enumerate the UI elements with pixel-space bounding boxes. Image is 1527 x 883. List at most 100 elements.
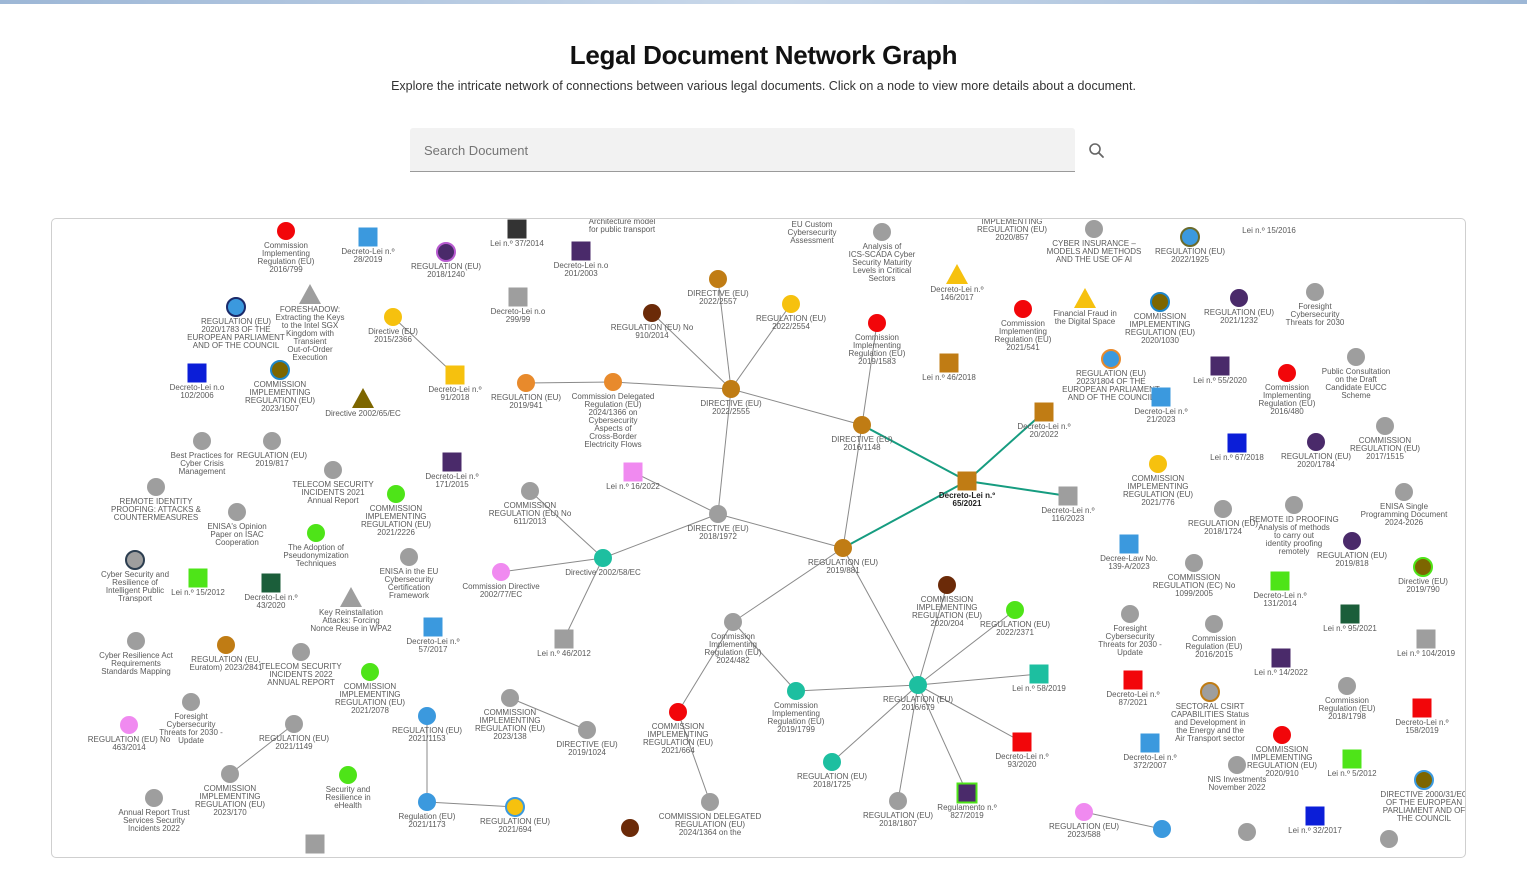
node-square[interactable] [554,629,574,649]
node-square[interactable] [1123,670,1143,690]
node-square[interactable] [187,363,207,383]
node-square[interactable] [1058,486,1078,506]
graph-node[interactable]: Decreto-Lei n.º 65/2021 [939,471,995,509]
node-circle[interactable] [909,676,927,694]
node-circle[interactable] [1413,557,1433,577]
node-circle[interactable] [1380,830,1398,848]
graph-node[interactable]: Lei n.º 46/2012 [537,629,591,659]
node-circle[interactable] [1014,300,1032,318]
graph-node[interactable]: Lei n.º 16/2022 [606,462,660,492]
graph-node[interactable]: REMOTE ID PROOFING Analysis of methods to … [1249,496,1339,556]
graph-node[interactable]: Decreto-Lei n.º 146/2017 [930,264,984,302]
network-graph-canvas[interactable]: Commission Implementing Regulation (EU) 201… [52,219,1465,857]
node-circle[interactable] [492,563,510,581]
node-square[interactable] [507,219,527,239]
graph-node[interactable]: COMMISSION DELEGATED REGULATION (EU) 2024/… [659,793,762,837]
node-circle[interactable] [436,242,456,262]
graph-node[interactable]: Lei n.º 104/2019 [1397,629,1456,659]
graph-node[interactable]: COMMISSION IMPLEMENTING REGULATION (EU) 202… [1247,726,1317,778]
graph-node[interactable]: REGULATION (EU) 2023/1804 OF THE EUROPEAN … [1062,349,1160,402]
graph-node[interactable]: Directive (EU) 2015/2366 [368,308,418,344]
graph-node[interactable]: Public Consultation on the Draft Candidate… [1322,348,1390,400]
graph-node[interactable]: Decreto-Lei n.º 20/2022 [1017,402,1071,440]
node-circle[interactable] [285,715,303,733]
graph-node[interactable]: Commission Directive 2002/77/EC [462,563,540,599]
graph-node[interactable]: DIRECTIVE (EU) 2022/2555 [700,380,762,416]
node-circle[interactable] [709,505,727,523]
graph-node[interactable]: REGULATION (EU) 2021/1149 [259,715,329,751]
node-circle[interactable] [604,373,622,391]
graph-node[interactable]: Decreto-Lei n.º 93/2020 [995,732,1049,770]
graph-node[interactable]: REGULATION (EU) 2020/1784 [1281,433,1351,469]
graph-node[interactable]: COMMISSION IMPLEMENTING REGULATION (EU) 202… [912,576,982,628]
node-circle[interactable] [578,721,596,739]
graph-node[interactable]: Decreto-Lei n.º 171/2015 [425,452,479,490]
graph-node[interactable]: Directive 2002/58/EC [565,549,641,577]
graph-node[interactable]: Commission Implementing Regulation (EU) 201… [258,222,315,274]
graph-node[interactable] [1380,830,1398,848]
node-circle[interactable] [868,314,886,332]
graph-node[interactable]: COMMISSION IMPLEMENTING REGULATION (EU) 202… [361,485,431,537]
graph-node[interactable]: REGULATION (EU) 2019/818 [1317,532,1387,568]
graph-node[interactable]: COMMISSION IMPLEMENTING REGULATION (EU) 202… [643,703,713,755]
node-circle[interactable] [643,304,661,322]
node-circle[interactable] [873,223,891,241]
graph-node[interactable]: REGULATION (EU) 2022/2554 [756,295,826,331]
node-circle[interactable] [1307,433,1325,451]
graph-node[interactable]: TELECOM SECURITY INCIDENTS 2022 ANNUAL REP… [260,643,342,687]
graph-node[interactable]: Decreto-Lei n.o 102/2006 [170,363,225,401]
node-triangle[interactable] [340,587,362,607]
node-circle[interactable] [292,643,310,661]
graph-node[interactable]: DIRECTIVE 2000/31/EC OF THE EUROPEAN PARLI… [1380,770,1465,823]
graph-node[interactable]: Commission Implementing Regulation (EU) 201… [849,314,906,366]
graph-node[interactable]: ENISA Single Programming Document 2024-202… [1361,483,1448,527]
graph-node[interactable]: REGULATION (EU) 2018/1725 [797,753,867,789]
graph-node[interactable]: Decreto-Lei n.º 28/2019 [341,227,395,265]
graph-node[interactable]: COMMISSION IMPLEMENTING REGULATION (EU) 202… [335,663,405,715]
node-circle[interactable] [125,550,145,570]
graph-node[interactable]: COMMISSION IMPLEMENTING REGULATION (EU) 202… [475,689,545,741]
graph-node[interactable]: Lei n.º 5/2012 [1327,749,1377,779]
graph-node[interactable]: Directive 2002/65/EC [325,388,401,418]
node-square[interactable] [261,573,281,593]
node-circle[interactable] [339,766,357,784]
graph-node[interactable]: Lei n.º 32/2017 [1288,806,1342,836]
node-circle[interactable] [787,682,805,700]
graph-node[interactable]: Lei n.º 55/2020 [1193,356,1247,386]
node-circle[interactable] [1149,455,1167,473]
graph-node[interactable]: Decreto-Lei n.º 87/2021 [1106,670,1160,708]
graph-node[interactable]: IMPLEMENTING REGULATION (EU) 2020/857 [977,219,1047,242]
graph-node[interactable]: REGULATION (EU) 2022/2371 [980,601,1050,637]
graph-node[interactable]: ENISA in the EU Cybersecurity Certificatio… [380,548,439,600]
node-square[interactable] [1342,749,1362,769]
graph-node[interactable]: REGULATION (EU) 2019/817 [237,432,307,468]
graph-node[interactable]: Directive (EU) 2019/790 [1398,557,1448,594]
graph-node[interactable]: Decreto-Lei n.º 57/2017 [406,617,460,655]
node-circle[interactable] [621,819,639,837]
node-circle[interactable] [1338,677,1356,695]
graph-node[interactable]: Foresight Cybersecurity Threats for 2030 -… [1098,605,1162,657]
node-circle[interactable] [521,482,539,500]
node-circle[interactable] [709,270,727,288]
node-square[interactable] [305,834,325,854]
node-circle[interactable] [1185,554,1203,572]
graph-node[interactable]: DIRECTIVE (EU) 2016/1148 [831,416,893,452]
graph-node[interactable]: REGULATION (EU) 2019/881 [808,539,878,575]
graph-node[interactable]: NIS Investments November 2022 [1208,756,1267,792]
node-triangle[interactable] [946,264,968,284]
graph-node[interactable]: Lei n.º 95/2021 [1323,604,1377,634]
node-circle[interactable] [1075,803,1093,821]
node-circle[interactable] [1273,726,1291,744]
graph-node[interactable]: Commission Implementing Regulation (EU) 201… [768,682,825,734]
graph-node[interactable]: Decreto-Lei n.º 131/2014 [1253,571,1307,609]
node-circle[interactable] [1414,770,1434,790]
search-field[interactable] [410,128,1075,172]
node-circle[interactable] [1306,283,1324,301]
graph-node[interactable]: REGULATION (EU, Euratom) 2023/2841 [190,636,263,672]
graph-node[interactable]: COMMISSION IMPLEMENTING REGULATION (EU) 202… [195,765,265,817]
graph-node[interactable]: TELECOM SECURITY INCIDENTS 2021 Annual Rep… [292,461,374,505]
graph-node[interactable]: Security and Resilience in eHealth [325,766,371,810]
graph-node[interactable]: Decreto-Lei n.º 372/2007 [1123,733,1177,771]
node-circle[interactable] [1376,417,1394,435]
node-circle[interactable] [400,548,418,566]
